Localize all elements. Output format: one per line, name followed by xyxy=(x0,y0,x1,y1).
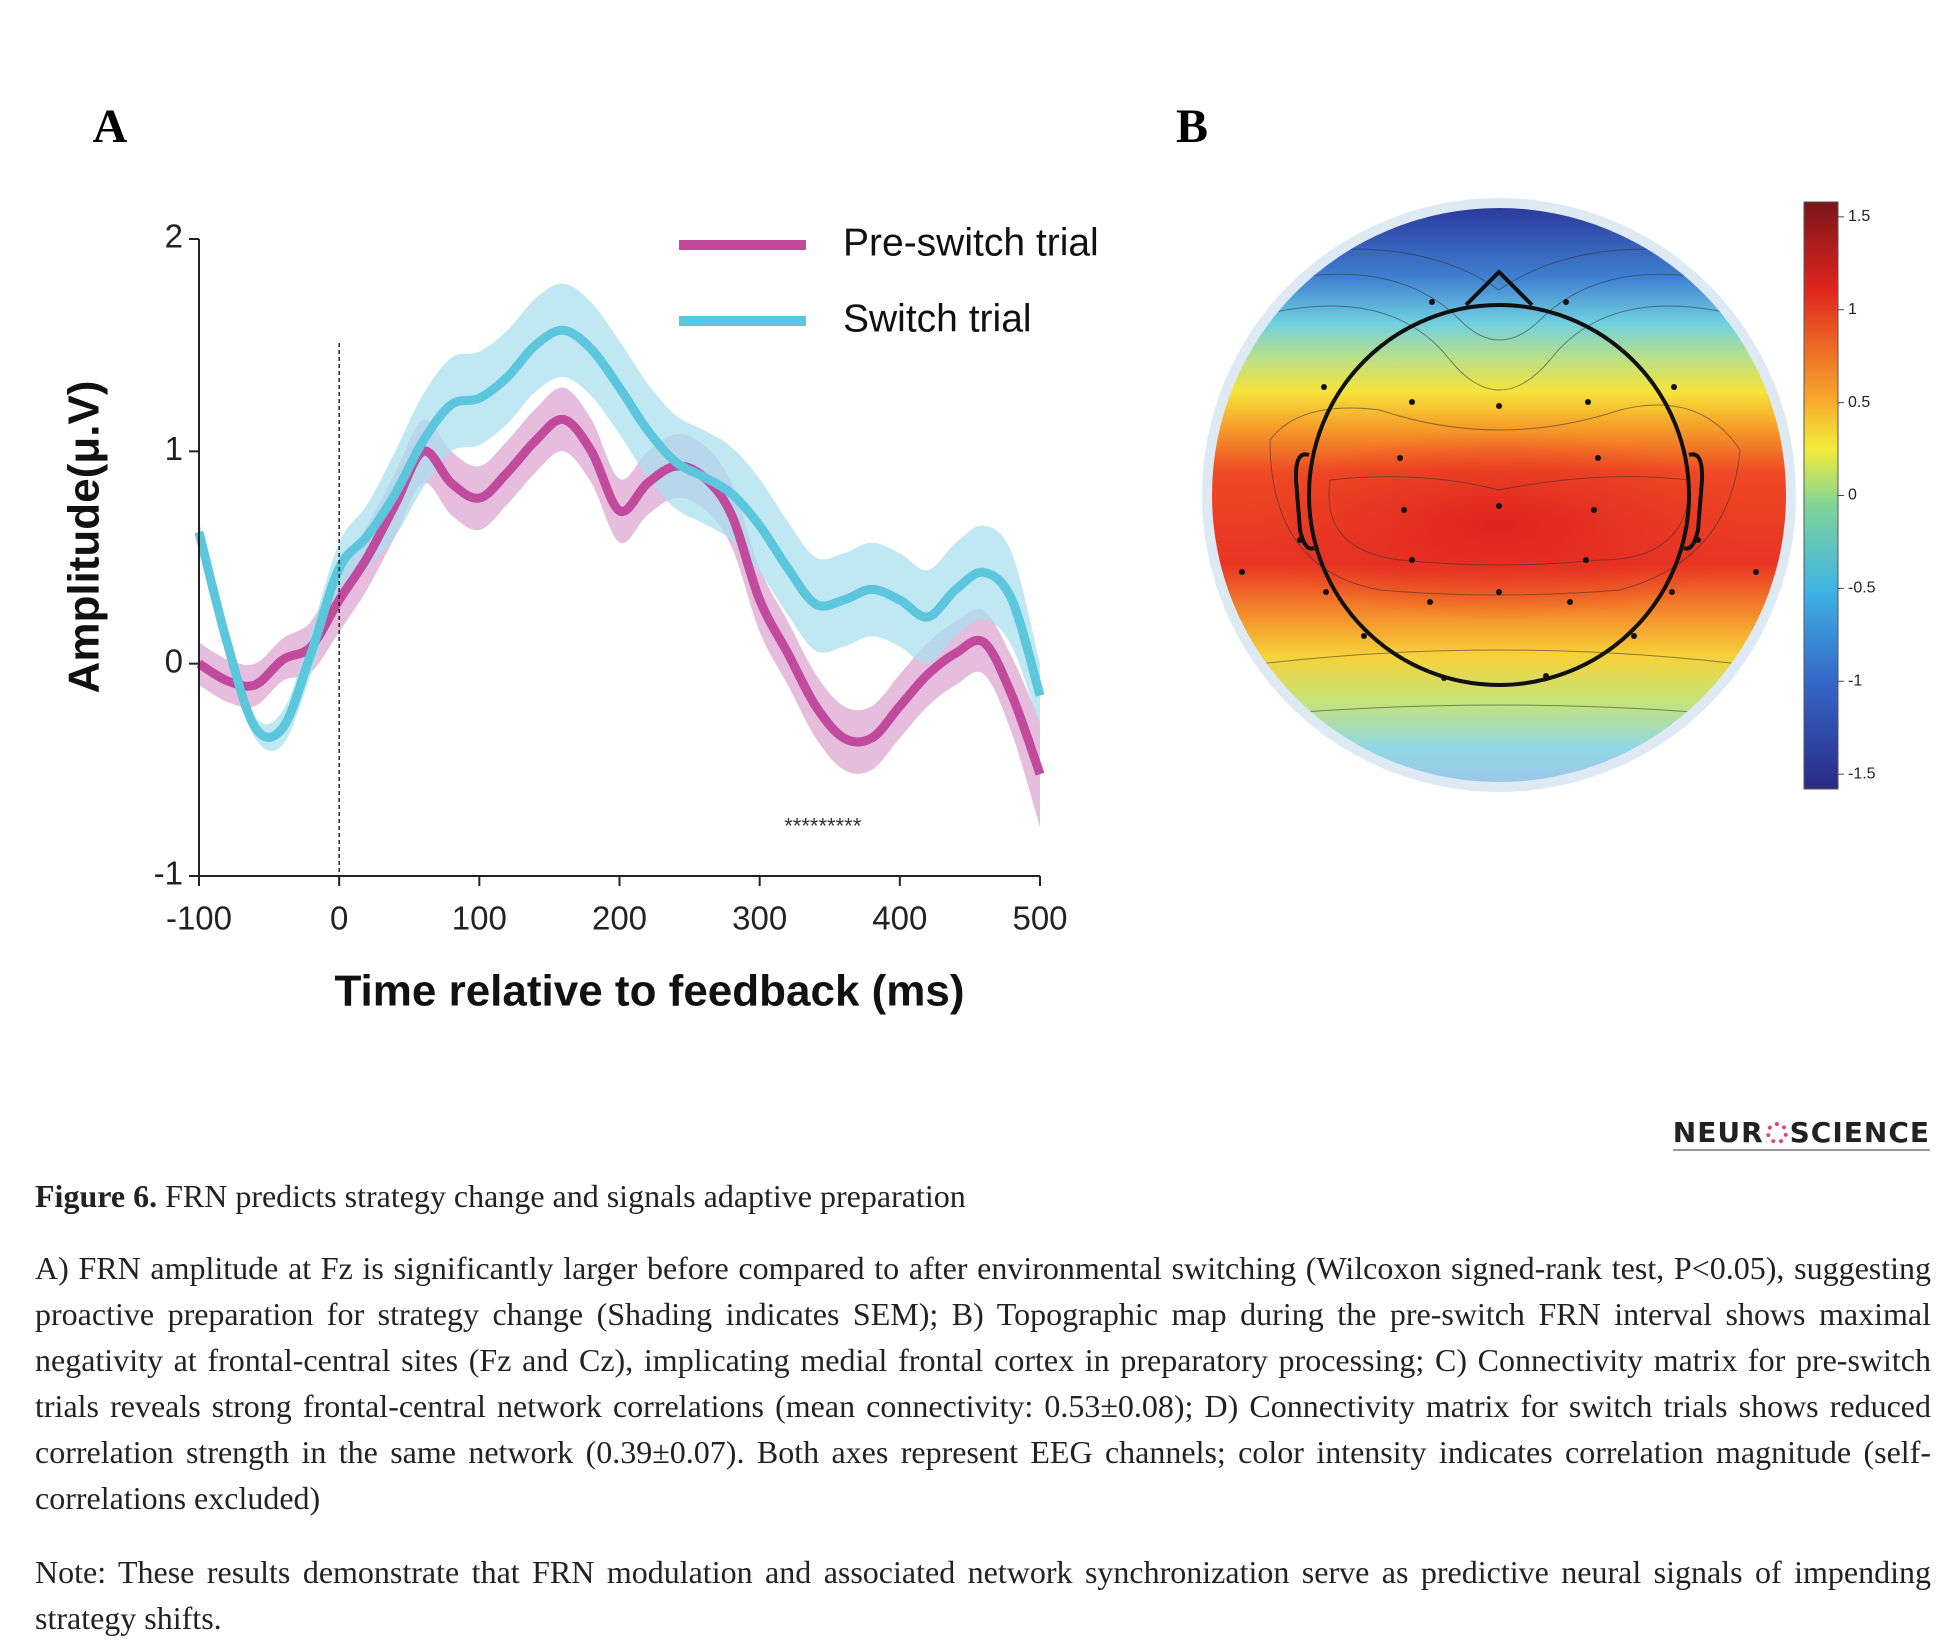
series-line xyxy=(196,414,1045,776)
figure-note: Note: These results demonstrate that FRN… xyxy=(35,1554,1931,1636)
logo-text: SCIENCE xyxy=(1789,1116,1930,1149)
colorbar-tick-label: -1.5 xyxy=(1848,765,1876,782)
y-tick-label: 0 xyxy=(165,642,183,679)
figure-title: FRN predicts strategy change and signals… xyxy=(165,1178,966,1214)
colorbar-tick-label: -0.5 xyxy=(1848,580,1876,597)
colorbar-tick-label: 1.5 xyxy=(1848,208,1870,225)
colorbar xyxy=(1803,201,1839,790)
colorbar-tick-label: -1 xyxy=(1848,672,1862,689)
logo: NEUR SCIENCE xyxy=(1672,1116,1930,1151)
x-tick-label: 100 xyxy=(452,900,507,937)
figure-title-line: Figure 6. FRN predicts strategy change a… xyxy=(35,1173,1931,1219)
panel-label: B xyxy=(1176,100,1208,153)
figure-caption: A) FRN amplitude at Fz is significantly … xyxy=(35,1250,1931,1516)
figure-label: Figure 6. xyxy=(35,1178,158,1214)
x-axis-label: Time relative to feedback (ms) xyxy=(334,967,964,1016)
y-tick-label: 2 xyxy=(165,218,183,255)
electrodes xyxy=(1239,299,1759,681)
colorbar-tick-label: 1 xyxy=(1848,301,1857,318)
logo-icon xyxy=(1765,1122,1788,1144)
x-tick-label: 200 xyxy=(592,900,647,937)
colorbar-tick-label: 0 xyxy=(1848,487,1857,504)
y-tick-label: -1 xyxy=(154,855,183,892)
x-tick-label: 300 xyxy=(732,900,787,937)
y-axis-label: Amplitude(μ.V) xyxy=(60,381,109,694)
legend-label: Pre-switch trial xyxy=(843,221,1099,264)
y-tick-label: 1 xyxy=(165,430,183,467)
logo-text: NEUR xyxy=(1672,1116,1764,1149)
x-tick-label: 400 xyxy=(872,900,927,937)
x-tick-label: 500 xyxy=(1012,900,1067,937)
head-outline xyxy=(1293,269,1705,687)
panel-label: A xyxy=(93,100,128,153)
colorbar-tick-label: 0.5 xyxy=(1848,394,1870,411)
sem-band xyxy=(199,283,1040,752)
topomap xyxy=(1202,198,1839,792)
x-tick-label: -100 xyxy=(166,900,232,937)
series-line xyxy=(194,325,1045,742)
legend-label: Switch trial xyxy=(843,297,1032,340)
x-tick-label: 0 xyxy=(330,900,348,937)
significance-marks: ********* xyxy=(784,814,861,839)
